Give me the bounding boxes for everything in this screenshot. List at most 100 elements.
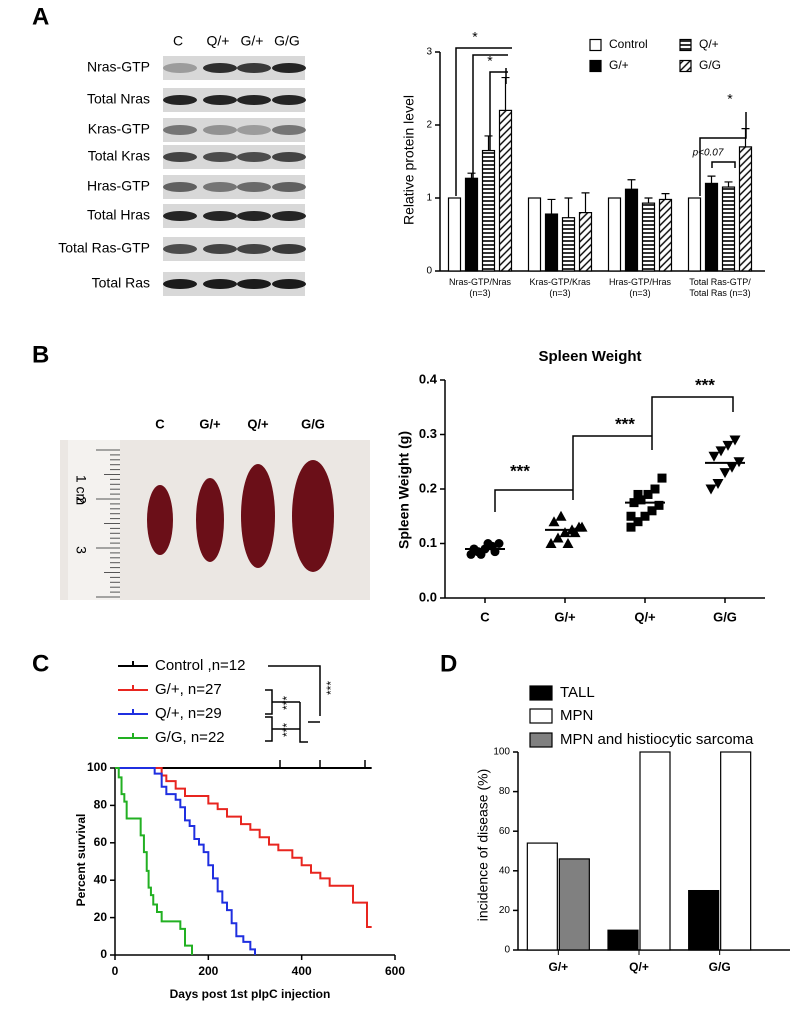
x-tick-label: 400: [292, 964, 312, 978]
legend-swatch: [589, 38, 602, 52]
data-point: [719, 468, 731, 479]
blot-row-label: Total Hras: [87, 207, 150, 223]
error-bar: [501, 76, 510, 111]
y-tick-label: 0: [100, 947, 107, 961]
lane-label: G/+: [241, 33, 264, 49]
error-bar: [467, 172, 476, 179]
data-point: [715, 446, 727, 457]
photo-label: G/G: [301, 416, 325, 431]
blot-band: [203, 244, 237, 254]
y-tick-label: 80: [94, 798, 108, 812]
y-tick-label: 3: [426, 47, 432, 58]
annotation: *: [472, 29, 478, 45]
lane-label: G/G: [274, 33, 300, 49]
error-bar: [644, 197, 653, 204]
bar: [738, 146, 753, 272]
photo-label: G/+: [199, 416, 221, 431]
y-tick-label: 100: [87, 760, 107, 774]
error-bar: [581, 192, 590, 213]
data-point: [562, 538, 574, 548]
blot-band: [203, 95, 237, 105]
blot-band: [272, 152, 306, 162]
bar: [624, 188, 639, 272]
annotation: ***: [324, 681, 338, 695]
blot-band: [203, 211, 237, 221]
legend-swatch: [529, 708, 553, 724]
blot-band: [272, 182, 306, 192]
data-point: [569, 527, 581, 538]
legend-label: MPN and histiocytic sarcoma: [560, 731, 754, 748]
blot-row-label: Hras-GTP: [87, 178, 150, 194]
x-tick-label-line: Nras-GTP/Nras: [449, 277, 512, 287]
data-point: [483, 539, 493, 548]
spleen: [147, 485, 173, 555]
legend-line: [118, 661, 148, 667]
legend-label: Control: [609, 37, 648, 51]
error-bar: [724, 181, 733, 188]
y-tick-label: 0.4: [419, 371, 438, 386]
data-point: [548, 516, 560, 527]
survival-curve: [115, 767, 372, 928]
y-tick-label: 0: [504, 945, 510, 956]
data-point: [555, 510, 567, 521]
data-point: [633, 489, 643, 499]
y-tick-label: 20: [499, 905, 511, 916]
legend-label: TALL: [560, 684, 595, 701]
y-tick-label: 40: [499, 865, 511, 876]
y-tick-label: 1: [426, 193, 432, 204]
chart-title: Spleen Weight: [538, 348, 641, 365]
x-tick-label: 600: [385, 964, 405, 978]
bar: [558, 858, 590, 951]
significance-bracket: [699, 112, 747, 196]
blot-row-label: Kras-GTP: [88, 121, 150, 137]
annotation: ***: [510, 461, 530, 480]
blot-band: [272, 63, 306, 73]
bar: [641, 202, 656, 272]
legend-label: MPN: [560, 707, 593, 724]
data-point: [552, 532, 564, 543]
panel-label: D: [440, 650, 457, 677]
blot-band: [272, 279, 306, 289]
panel-label: C: [32, 650, 49, 677]
data-point: [712, 479, 724, 490]
photo-label: C: [155, 416, 165, 431]
bar: [607, 929, 639, 951]
data-point: [640, 511, 650, 521]
legend-label: Control ,n=12: [155, 657, 245, 674]
blot-band: [272, 211, 306, 221]
data-point: [626, 522, 636, 532]
data-point: [545, 538, 557, 548]
blot-band: [203, 125, 237, 135]
x-tick-label: Q/+: [634, 609, 656, 624]
legend-label: G/+, n=27: [155, 681, 222, 698]
error-bar: [741, 128, 750, 147]
data-point: [722, 440, 734, 451]
legend-line: [118, 685, 148, 691]
spleen: [196, 478, 224, 562]
x-tick-label-line: (n=3): [549, 288, 570, 298]
x-tick-label-line: (n=3): [469, 288, 490, 298]
data-point: [729, 435, 741, 446]
annotation: *: [487, 53, 493, 69]
data-point: [705, 484, 717, 495]
data-point: [643, 489, 653, 499]
y-tick-label: 60: [94, 835, 108, 849]
data-point: [654, 500, 664, 510]
blot-band: [237, 211, 271, 221]
spleen: [241, 464, 275, 568]
legend-swatch: [589, 59, 602, 73]
x-tick-label: Nras-GTP/Nras (n=3): [449, 277, 512, 298]
bar: [704, 182, 719, 272]
blot-band: [272, 125, 306, 135]
bar: [721, 186, 736, 272]
error-bar: [547, 198, 556, 215]
x-tick-label: C: [480, 609, 490, 624]
error-bar: [707, 175, 716, 184]
x-tick-label: Hras-GTP/Hras (n=3): [609, 277, 672, 298]
ruler-label: 3: [73, 546, 89, 554]
x-tick-label: Q/+: [629, 960, 649, 974]
legend-label: Q/+, n=29: [155, 705, 222, 722]
blot-band: [237, 152, 271, 162]
blot-band: [163, 211, 197, 221]
x-tick-label: G/G: [709, 960, 731, 974]
